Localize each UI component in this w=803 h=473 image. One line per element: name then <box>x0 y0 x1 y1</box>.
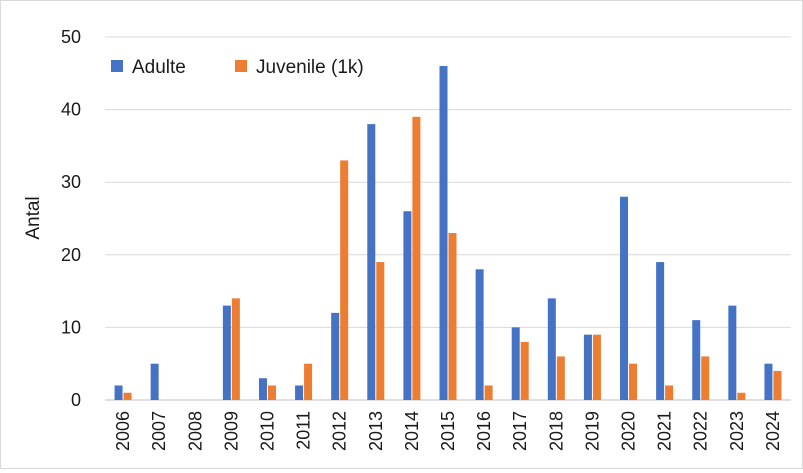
x-tick-label: 2018 <box>546 411 566 451</box>
y-tick-label: 0 <box>71 390 81 410</box>
bar-adulte-2013 <box>367 124 376 401</box>
bar-juvenile-2012 <box>340 160 349 400</box>
gridlines <box>105 36 791 401</box>
bar-juvenile-2020 <box>629 363 638 400</box>
bar-adulte-2014 <box>403 211 412 400</box>
bar-juvenile-2009 <box>231 298 240 400</box>
y-tick-label: 40 <box>61 100 81 120</box>
x-tick-label: 2017 <box>510 411 530 451</box>
x-tick-label: 2014 <box>402 411 422 451</box>
bar-adulte-2020 <box>620 196 629 400</box>
y-tick-label: 50 <box>61 27 81 47</box>
x-tick-label: 2013 <box>366 411 386 451</box>
bar-juvenile-2010 <box>267 385 276 400</box>
legend-swatch-juvenile <box>235 60 247 72</box>
bars <box>114 66 782 401</box>
legend-swatch-adulte <box>111 60 123 72</box>
bar-juvenile-2006 <box>123 392 132 400</box>
x-tick-label: 2022 <box>691 411 711 451</box>
x-tick-label: 2016 <box>474 411 494 451</box>
bar-adulte-2017 <box>511 327 520 400</box>
x-tick-label: 2012 <box>330 411 350 451</box>
x-tick-label: 2009 <box>221 411 241 451</box>
bar-adulte-2012 <box>331 312 340 400</box>
bar-juvenile-2019 <box>592 334 601 400</box>
bar-adulte-2021 <box>656 262 665 400</box>
bar-adulte-2022 <box>692 320 701 400</box>
bar-adulte-2006 <box>114 385 123 400</box>
x-axis-tick-labels: 2006 2007 2008 2009 2010 2011 2012 2013 2014 2015… <box>113 411 783 451</box>
bar-juvenile-2017 <box>520 341 529 400</box>
bar-juvenile-2024 <box>773 370 782 400</box>
bar-juvenile-2022 <box>701 356 710 400</box>
x-tick-label: 2020 <box>619 411 639 451</box>
bar-juvenile-2011 <box>304 363 313 400</box>
bar-juvenile-2023 <box>737 392 746 400</box>
legend-label-juvenile: Juvenile (1k) <box>256 57 364 78</box>
bar-adulte-2009 <box>222 305 231 400</box>
bar-juvenile-2021 <box>665 385 674 400</box>
legend-label-adulte: Adulte <box>132 57 186 78</box>
y-axis-label: Antal <box>23 196 44 239</box>
bar-adulte-2024 <box>764 363 773 400</box>
bar-adulte-2011 <box>295 385 304 400</box>
bar-adulte-2010 <box>258 378 267 400</box>
x-tick-label: 2015 <box>438 411 458 451</box>
x-tick-label: 2011 <box>294 411 314 450</box>
y-tick-label: 20 <box>61 245 81 265</box>
bar-adulte-2015 <box>439 66 448 400</box>
legend: Adulte Juvenile (1k) <box>111 57 364 78</box>
bar-juvenile-2014 <box>412 116 421 401</box>
bar-juvenile-2016 <box>484 385 493 400</box>
x-tick-label: 2006 <box>113 411 133 451</box>
bar-juvenile-2015 <box>448 233 457 400</box>
x-tick-label: 2024 <box>763 411 783 451</box>
bar-adulte-2023 <box>728 305 737 400</box>
bar-juvenile-2013 <box>376 262 385 400</box>
x-tick-label: 2008 <box>185 411 205 451</box>
x-tick-label: 2010 <box>257 411 277 451</box>
y-tick-label: 10 <box>61 317 81 337</box>
bar-adulte-2007 <box>150 363 159 400</box>
bar-adulte-2019 <box>583 334 592 400</box>
x-tick-label: 2023 <box>727 411 747 451</box>
y-tick-label: 30 <box>61 172 81 192</box>
x-tick-label: 2019 <box>582 411 602 451</box>
y-axis-tick-labels: 0 10 20 30 40 50 <box>61 27 81 410</box>
bar-adulte-2016 <box>475 269 484 400</box>
bar-juvenile-2018 <box>556 356 565 400</box>
bar-adulte-2018 <box>547 298 556 400</box>
x-tick-label: 2021 <box>655 411 675 451</box>
x-tick-label: 2007 <box>149 411 169 451</box>
